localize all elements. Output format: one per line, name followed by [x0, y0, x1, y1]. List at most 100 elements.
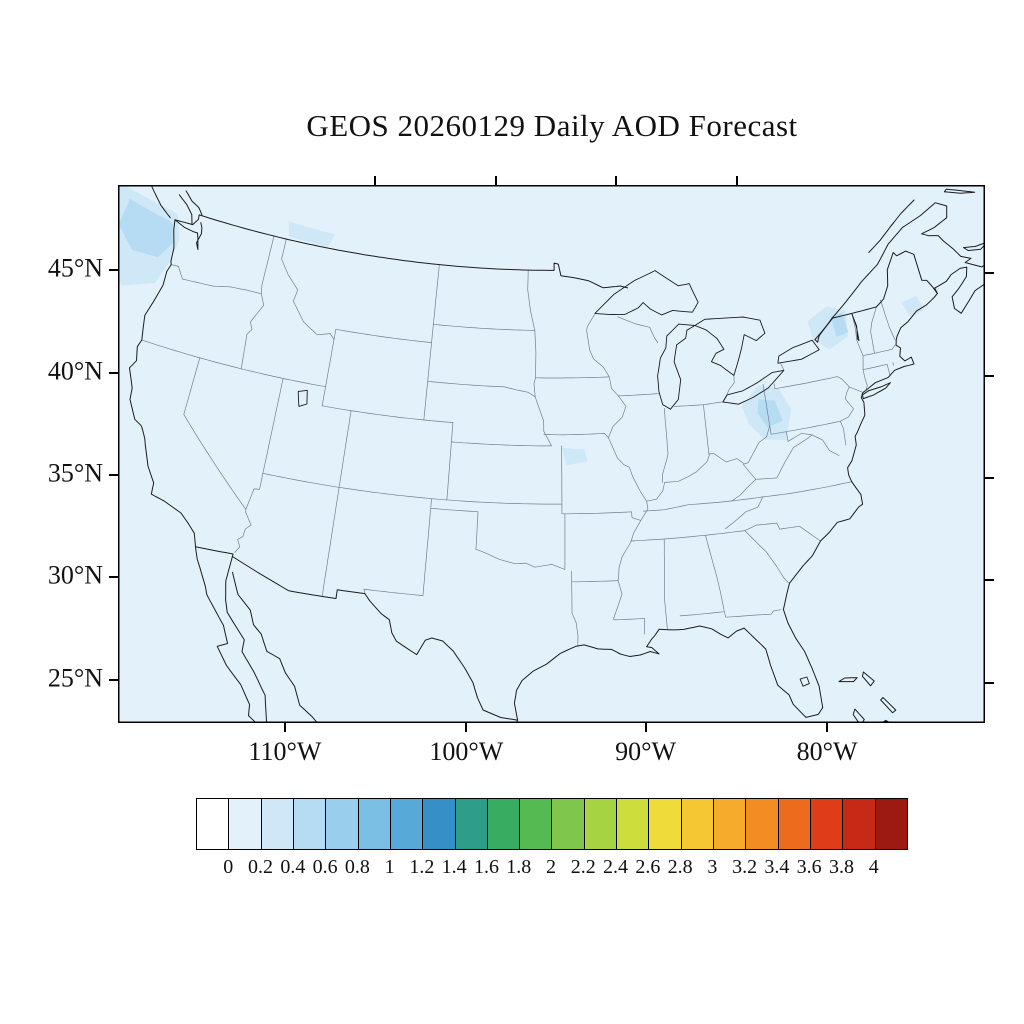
- colorbar-cell-0: [197, 799, 230, 849]
- lake-outline: [594, 270, 699, 316]
- colorbar-tick-label: 3.8: [828, 856, 854, 878]
- aod-field-background: [118, 185, 985, 723]
- coastline: [178, 194, 193, 226]
- coastline: [861, 382, 891, 400]
- lat-tick-left: [109, 576, 118, 579]
- state-border: [586, 313, 649, 619]
- colorbar-tick-label: 3.4: [764, 856, 790, 878]
- aod-region-ohio-valley-core: [757, 399, 783, 428]
- state-border: [617, 316, 659, 344]
- state-border: [674, 401, 724, 407]
- lat-tick-left: [109, 371, 118, 374]
- colorbar-cell-11: [552, 799, 585, 849]
- lat-tick-left: [109, 474, 118, 477]
- state-border: [245, 378, 284, 510]
- lake-outline: [722, 369, 785, 405]
- state-border: [446, 422, 454, 501]
- state-border: [744, 522, 821, 542]
- state-border: [141, 339, 326, 388]
- coastline: [943, 188, 976, 194]
- lake-outline: [297, 389, 308, 407]
- coastline: [861, 671, 875, 687]
- colorbar-tick-label: 2: [546, 856, 556, 878]
- state-border: [533, 330, 537, 398]
- state-border: [423, 264, 440, 421]
- lon-axis-label: 110°W: [248, 737, 322, 766]
- state-border: [742, 463, 757, 480]
- state-border: [703, 404, 710, 456]
- lake-outline: [851, 312, 860, 342]
- lat-tick-right: [985, 681, 994, 684]
- state-border: [527, 269, 536, 331]
- colorbar-cell-16: [714, 799, 747, 849]
- colorbar-cell-6: [390, 799, 424, 849]
- state-border: [755, 434, 813, 480]
- state-border: [451, 441, 552, 447]
- state-border: [335, 328, 432, 343]
- colorbar-tick-label: 1.8: [506, 856, 532, 878]
- state-border: [543, 433, 609, 438]
- lon-tick-top: [736, 176, 739, 185]
- state-border: [679, 611, 724, 617]
- map-frame: [118, 185, 985, 723]
- state-border: [430, 507, 479, 550]
- state-border: [613, 617, 645, 635]
- state-border: [851, 312, 868, 391]
- colorbar-tick-label: 0.8: [344, 856, 370, 878]
- lon-tick-bottom: [826, 723, 829, 732]
- colorbar-tick-label: 2.4: [603, 856, 629, 878]
- colorbar-tick-label: 0.6: [312, 856, 338, 878]
- coastline: [963, 242, 985, 251]
- state-border: [321, 410, 352, 597]
- state-border: [433, 323, 536, 331]
- colorbar-tick-label: 0.2: [248, 856, 274, 878]
- colorbar-tick-label: 1: [384, 856, 395, 878]
- colorbar-cell-3: [293, 799, 327, 849]
- colorbar-cell-15: [681, 799, 714, 849]
- lake-outline: [657, 323, 696, 410]
- lon-axis-label: 90°W: [615, 737, 677, 766]
- coastline: [232, 571, 319, 723]
- colorbar-cell-20: [843, 799, 876, 849]
- coastline: [852, 708, 865, 723]
- colorbar-tick-label: 1.6: [473, 856, 499, 878]
- colorbar-tick-label: 1.2: [409, 856, 435, 878]
- colorbar-cell-10: [520, 799, 553, 849]
- colorbar-tick-label: 0: [223, 856, 234, 878]
- state-border: [870, 306, 877, 354]
- figure-title: GEOS 20260129 Daily AOD Forecast: [306, 108, 798, 143]
- state-border: [862, 344, 896, 357]
- colorbar-cell-8: [455, 799, 488, 849]
- lon-tick-top: [614, 176, 617, 185]
- state-border: [880, 299, 896, 341]
- state-border: [534, 396, 552, 447]
- lake-outline: [799, 676, 810, 687]
- state-border: [762, 384, 772, 435]
- coastline: [838, 677, 858, 683]
- state-border: [731, 478, 757, 502]
- state-border: [892, 362, 894, 366]
- state-border: [848, 386, 863, 393]
- colorbar-cell-4: [326, 799, 359, 849]
- lon-tick-top: [373, 176, 376, 185]
- colorbar-tick-label: 3.6: [796, 856, 822, 878]
- colorbar-tick-label: 2.2: [570, 856, 596, 878]
- state-border: [862, 363, 888, 371]
- lat-tick-right: [985, 578, 994, 581]
- lon-axis-label: 100°W: [429, 737, 504, 766]
- colorbar-cell-19: [810, 799, 844, 849]
- state-border: [475, 548, 566, 570]
- state-border: [787, 432, 840, 456]
- state-border: [561, 511, 642, 521]
- colorbar-cell-17: [746, 799, 779, 849]
- coastline: [174, 219, 203, 250]
- state-border: [663, 538, 668, 630]
- lat-tick-right: [985, 476, 994, 479]
- state-border: [840, 420, 847, 446]
- colorbar-tick-label: 4: [868, 856, 879, 878]
- state-border: [260, 235, 275, 295]
- colorbar-tick-label: 0.4: [280, 856, 306, 878]
- state-border: [630, 530, 746, 542]
- colorbar-cell-9: [487, 799, 521, 849]
- colorbar-tick-label: 1.4: [441, 856, 467, 878]
